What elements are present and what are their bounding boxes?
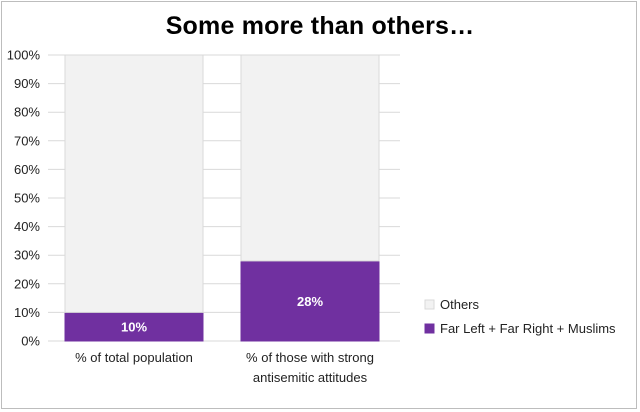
- bar-group: [64, 311, 204, 342]
- legend-swatch: [424, 299, 435, 310]
- data-label: 28%: [297, 294, 323, 309]
- y-tick-label: 90%: [14, 76, 40, 91]
- legend-label: Far Left + Far Right + Muslims: [440, 321, 616, 336]
- x-axis-labels: % of total population % of those with str…: [75, 350, 374, 385]
- bar-others: [240, 54, 380, 262]
- legend-label: Others: [440, 297, 480, 312]
- data-label: 10%: [121, 320, 147, 335]
- y-tick-label: 100%: [7, 48, 41, 63]
- bars: 10% 28%: [64, 54, 380, 342]
- y-tick-label: 10%: [14, 305, 40, 320]
- y-tick-label: 40%: [14, 219, 40, 234]
- x-category-label: % of those with strong: [246, 350, 374, 365]
- x-category-label: % of total population: [75, 350, 193, 365]
- y-tick-label: 0%: [21, 334, 40, 349]
- y-tick-label: 80%: [14, 105, 40, 120]
- y-axis-ticks: 0% 10% 20% 30% 40% 50% 60% 70% 80% 90% 100%: [7, 48, 41, 349]
- bar-group: [240, 260, 380, 342]
- y-tick-label: 60%: [14, 162, 40, 177]
- bar-others: [64, 54, 204, 313]
- y-tick-label: 70%: [14, 133, 40, 148]
- y-tick-label: 20%: [14, 276, 40, 291]
- y-tick-label: 30%: [14, 248, 40, 263]
- legend: Others Far Left + Far Right + Muslims: [424, 297, 616, 336]
- y-tick-label: 50%: [14, 191, 40, 206]
- x-category-label: antisemitic attitudes: [253, 370, 368, 385]
- chart-title: Some more than others…: [165, 12, 475, 40]
- legend-swatch: [424, 323, 435, 334]
